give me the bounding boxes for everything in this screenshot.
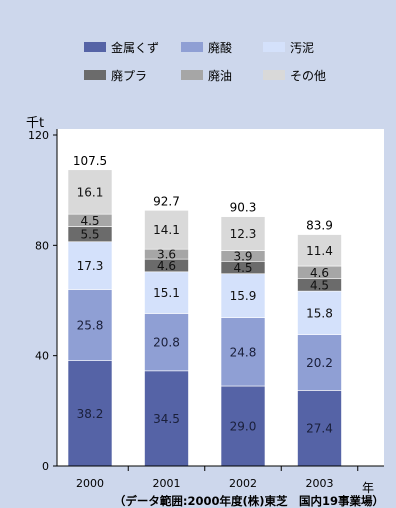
bar-segment-label: 5.5 — [80, 228, 99, 242]
bar-segment — [297, 334, 342, 391]
bar-segment — [220, 317, 266, 387]
bar-segment-label: 15.9 — [230, 289, 257, 303]
bar-segment-label: 29.0 — [230, 420, 257, 434]
bar-segment — [144, 313, 189, 372]
bar-segment-label: 17.3 — [77, 259, 104, 273]
legend-swatch — [181, 70, 203, 80]
x-axis-label: 年 — [362, 481, 374, 495]
y-axis-label: 千t — [26, 116, 44, 131]
bar-segment — [67, 169, 113, 215]
bar-total-label: 107.5 — [73, 154, 107, 168]
legend-swatch — [84, 70, 106, 80]
bar-segment-label: 27.4 — [306, 422, 333, 436]
x-tick-label: 2002 — [229, 477, 257, 490]
bar-segment-label: 12.3 — [230, 227, 257, 241]
bar-segment-label: 11.4 — [306, 244, 333, 258]
bar-segment-label: 20.8 — [153, 336, 180, 350]
bars: 38.225.817.35.54.516.1107.534.520.815.14… — [67, 154, 342, 467]
bar-segment-label: 20.2 — [306, 356, 333, 370]
legend-label: 金属くず — [111, 40, 159, 55]
bar-segment-label: 14.1 — [153, 223, 180, 237]
bar-segment — [297, 234, 342, 267]
bar-segment-label: 34.5 — [153, 412, 180, 426]
legend-label: 廃酸 — [208, 40, 232, 55]
bar-segment — [220, 216, 266, 251]
x-tick-label: 2001 — [153, 477, 181, 490]
legend-swatch — [181, 42, 203, 52]
legend-label: その他 — [290, 69, 326, 83]
x-axis: 2000 2001 2002 2003 — [57, 465, 384, 490]
bar-segment-label: 4.5 — [310, 278, 329, 292]
bar-segment-label: 3.6 — [157, 248, 176, 262]
bar-segment-label: 38.2 — [77, 407, 104, 421]
bar-segment-label: 16.1 — [77, 185, 104, 199]
legend-swatch — [263, 70, 285, 80]
footnote: （データ範囲:2000年度(株)東芝 国内19事業場） — [114, 494, 384, 508]
y-tick-label: 80 — [35, 239, 49, 252]
legend-swatch — [84, 42, 106, 52]
legend-label: 汚泥 — [290, 41, 314, 55]
y-tick-label: 120 — [28, 129, 49, 142]
x-tick-label: 2003 — [306, 477, 334, 490]
bar-segment-label: 4.6 — [157, 259, 176, 273]
legend-label: 廃油 — [208, 68, 232, 83]
bar-segment — [144, 370, 189, 467]
bar-segment-label: 4.5 — [80, 214, 99, 228]
x-tick-label: 2000 — [76, 477, 104, 490]
y-tick-label: 0 — [42, 460, 49, 473]
legend-swatch — [263, 42, 285, 52]
bar-segment-label: 3.9 — [233, 249, 252, 263]
legend-label: 廃プラ — [111, 68, 147, 83]
y-axis: 0 40 80 120 — [28, 129, 58, 473]
bar-total-label: 90.3 — [230, 201, 257, 215]
bar-segment-label: 25.8 — [77, 319, 104, 333]
bar-segment — [220, 273, 266, 318]
bar-segment — [144, 210, 189, 250]
bar-total-label: 92.7 — [153, 194, 180, 208]
bar-segment — [297, 290, 342, 336]
bar-segment — [220, 385, 266, 467]
bar-total-label: 83.9 — [306, 219, 333, 233]
bar-segment — [67, 289, 113, 361]
y-tick-label: 40 — [35, 350, 49, 363]
bar-segment — [144, 271, 189, 314]
bar-segment-label: 4.5 — [233, 261, 252, 275]
bar-segment-label: 4.6 — [310, 266, 329, 280]
bar-segment — [297, 390, 342, 467]
bar-segment-label: 15.1 — [153, 286, 180, 300]
bar-segment-label: 24.8 — [230, 345, 257, 359]
bar-segment — [67, 241, 113, 290]
bar-segment-label: 15.8 — [306, 306, 333, 320]
